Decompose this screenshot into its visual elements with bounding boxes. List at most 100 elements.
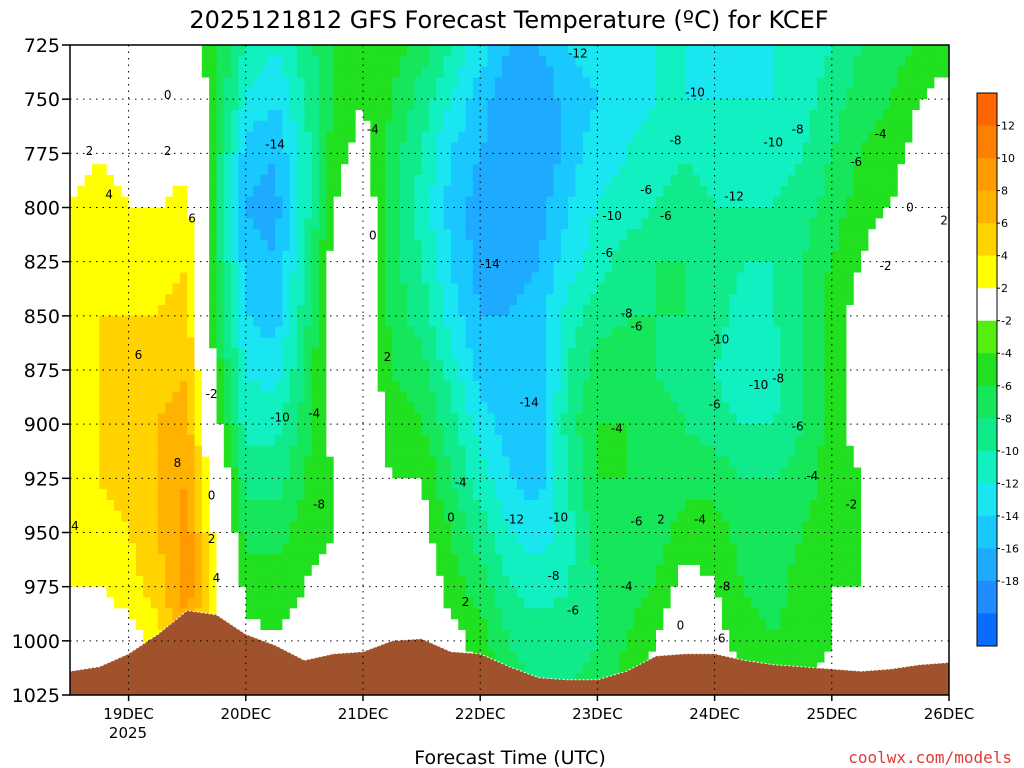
temp-cell <box>319 66 327 79</box>
temp-cell <box>538 272 547 284</box>
temp-cell <box>304 370 313 382</box>
temp-cell <box>231 240 240 252</box>
temp-cell <box>157 207 166 219</box>
temp-cell <box>121 575 130 588</box>
temp-cell <box>553 196 562 209</box>
temp-cell <box>524 110 533 122</box>
temp-cell <box>194 294 203 306</box>
temp-cell <box>209 478 218 490</box>
temp-cell <box>341 424 349 436</box>
temp-cell <box>538 326 547 339</box>
temp-cell <box>135 445 144 458</box>
temp-cell <box>377 142 386 154</box>
temp-cell <box>480 88 489 100</box>
temp-cell <box>428 131 437 144</box>
temp-cell <box>275 185 284 198</box>
temp-cell <box>509 315 518 328</box>
temp-cell <box>165 218 174 230</box>
temp-cell <box>487 597 496 609</box>
temp-cell <box>260 326 269 339</box>
temp-cell <box>91 543 100 555</box>
temp-cell <box>414 565 423 577</box>
temp-cell <box>238 521 247 534</box>
temp-cell <box>663 66 672 79</box>
temp-cell <box>480 619 489 631</box>
temp-cell <box>516 110 525 122</box>
temp-cell <box>216 348 225 360</box>
temp-cell <box>531 554 540 566</box>
temp-cell <box>582 630 591 642</box>
temp-cell <box>377 99 386 111</box>
temp-cell <box>238 77 247 89</box>
temp-cell <box>333 586 342 599</box>
temp-cell <box>275 640 284 653</box>
temp-cell <box>267 283 276 295</box>
temp-cell <box>113 630 122 642</box>
temp-cell <box>582 608 591 620</box>
temp-cell <box>634 294 642 306</box>
temp-cell <box>172 348 181 360</box>
temp-cell <box>260 370 269 382</box>
temp-cell <box>619 413 628 425</box>
temp-cell <box>436 229 445 241</box>
temp-cell <box>326 261 335 274</box>
temp-cell <box>634 521 642 534</box>
temp-cell <box>326 456 335 469</box>
temp-cell <box>406 66 415 79</box>
temp-cell <box>370 175 379 187</box>
temp-cell <box>216 359 225 371</box>
temp-cell <box>128 543 137 555</box>
temp-cell <box>311 424 320 436</box>
temp-cell <box>560 88 569 100</box>
temp-cell <box>663 207 672 219</box>
temp-cell <box>99 305 108 317</box>
temp-cell <box>216 283 225 295</box>
temp-cell <box>113 326 122 339</box>
temp-cell <box>634 532 642 544</box>
temp-cell <box>575 272 584 284</box>
temp-cell <box>128 175 137 187</box>
temp-cell <box>656 175 664 187</box>
temp-cell <box>458 467 467 479</box>
temp-cell <box>619 218 628 230</box>
temp-cell <box>384 435 393 447</box>
temp-cell <box>84 630 93 642</box>
temp-cell <box>216 294 225 306</box>
temp-cell <box>472 294 481 306</box>
temp-cell <box>619 185 628 198</box>
temp-cell <box>143 131 152 144</box>
temp-cell <box>70 229 78 241</box>
temp-cell <box>253 586 262 599</box>
temp-cell <box>128 250 137 263</box>
temp-cell <box>135 283 144 295</box>
temp-cell <box>443 500 452 512</box>
temp-cell <box>179 467 188 479</box>
temp-cell <box>84 240 93 252</box>
temp-cell <box>113 185 122 198</box>
temp-cell <box>128 77 137 89</box>
temp-cell <box>253 45 262 57</box>
temp-cell <box>560 500 569 512</box>
temp-cell <box>113 597 122 609</box>
temp-cell <box>384 456 393 469</box>
temp-cell <box>377 131 386 144</box>
temp-cell <box>626 554 635 566</box>
temp-cell <box>406 272 415 284</box>
temp-cell <box>297 402 305 414</box>
temp-cell <box>289 543 298 555</box>
temp-cell <box>179 77 188 89</box>
temp-cell <box>590 88 598 100</box>
temp-cell <box>384 272 393 284</box>
temp-cell <box>377 532 386 544</box>
temp-cell <box>326 630 335 642</box>
temp-cell <box>656 478 664 490</box>
temp-cell <box>648 326 657 339</box>
temp-cell <box>238 391 247 404</box>
temp-cell <box>341 413 349 425</box>
temp-cell <box>150 66 159 79</box>
temp-cell <box>612 305 620 317</box>
temp-cell <box>428 110 437 122</box>
temp-cell <box>656 131 664 144</box>
temp-cell <box>502 185 511 198</box>
temp-cell <box>84 478 93 490</box>
